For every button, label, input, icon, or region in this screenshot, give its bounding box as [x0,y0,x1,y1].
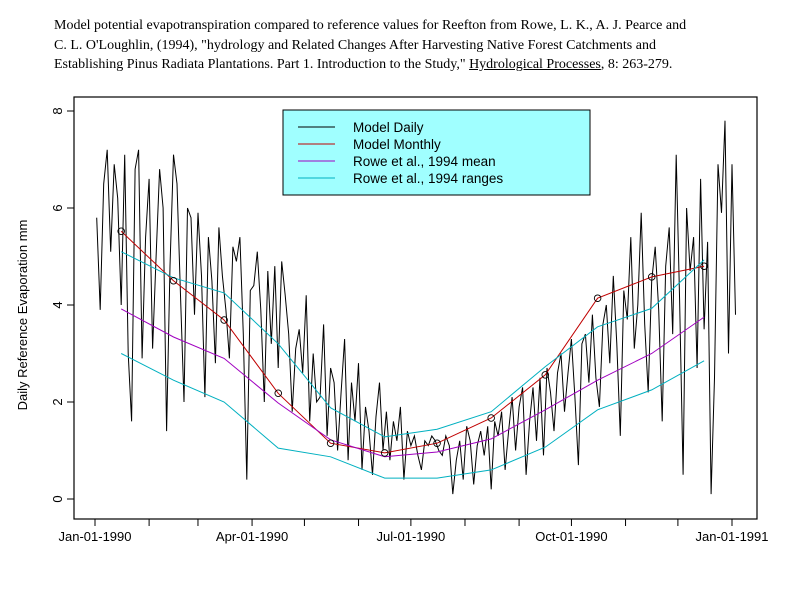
plot-frame [73,96,758,520]
y-tick-label: 4 [50,301,65,308]
legend: Model Daily Model Monthly Rowe et al., 199… [282,109,591,196]
journal-name: Hydrological Processes [469,57,601,72]
y-axis-label: Daily Reference Evaporation mm [15,220,30,411]
legend-box [282,109,591,196]
model-monthly-point [326,439,335,447]
model-monthly-point [220,316,228,324]
legend-label: Rowe et al., 1994 ranges [353,171,503,186]
series-model-daily-line [96,120,736,495]
model-monthly-point [117,227,125,236]
caption-line-3-text: Establishing Pinus Radiata Plantations. … [54,57,470,72]
x-tick-label: Jul-01-1990 [377,529,446,544]
series-rowe-range-upper-line [120,251,705,438]
model-monthly-point [541,371,550,379]
y-tick-label: 8 [50,107,65,114]
model-monthly-point [593,294,602,302]
x-tick-label: Apr-01-1990 [216,529,288,544]
series-rowe-mean-line [120,308,705,458]
model-monthly-point [647,273,656,281]
x-tick-label: Jan-01-1990 [59,529,132,544]
figure-caption: Model potential evapotranspiration compa… [54,16,794,75]
model-monthly-point [487,414,495,422]
legend-label: Model Daily [353,120,424,135]
y-tick-label: 2 [50,398,65,405]
series-model-monthly-line [120,230,705,454]
caption-line-3: Establishing Pinus Radiata Plantations. … [54,55,794,75]
series-rowe-range-lower-line [120,353,705,479]
x-tick-label: Jan-01-1991 [696,529,769,544]
legend-label: Model Monthly [353,137,441,152]
x-tick-label: Oct-01-1990 [535,529,607,544]
series-layer [96,120,736,495]
model-monthly-point [380,449,389,457]
y-tick-label: 6 [50,204,65,211]
caption-line-2: C. L. O'Loughlin, (1994), "hydrology and… [54,37,656,53]
model-monthly-point [274,389,282,398]
caption-line-1: Model potential evapotranspiration compa… [54,18,687,33]
model-monthly-point [169,277,178,285]
model-monthly-point [700,262,708,270]
model-monthly-point [433,439,441,447]
y-tick-label: 0 [50,495,65,502]
legend-label: Rowe et al., 1994 mean [353,154,496,169]
caption-citation-pages: , 8: 263-279. [600,57,673,72]
axes-layer: 0 2 4 6 8 Jan-01-1990 Apr-01-1990 Jul-01-1990 Oc… [50,107,769,544]
